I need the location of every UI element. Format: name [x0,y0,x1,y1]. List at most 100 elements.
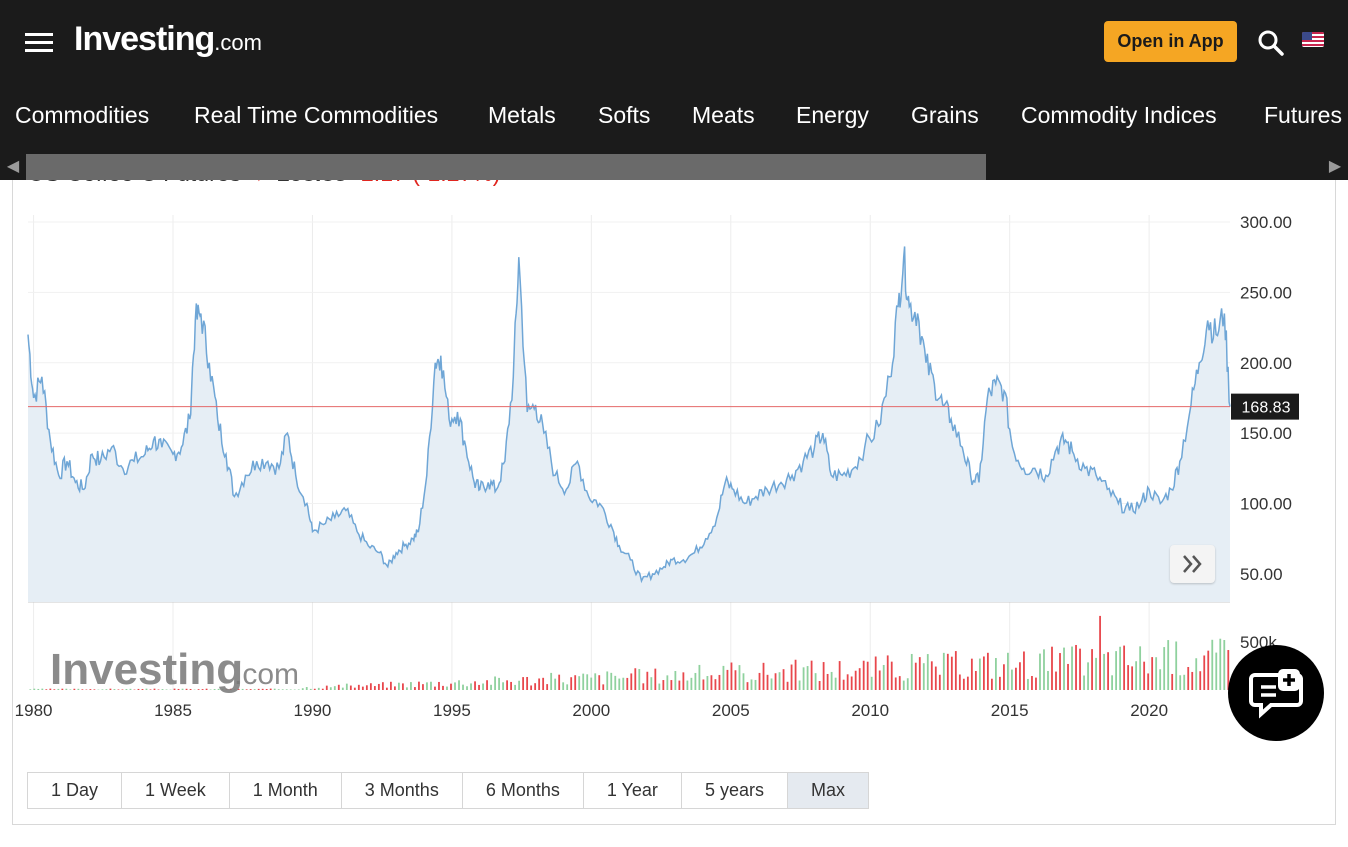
volume-bar [177,688,180,690]
volume-bar [285,689,288,690]
volume-bar [1111,675,1113,690]
volume-bar [766,674,769,690]
expand-icon[interactable] [1170,545,1215,583]
volume-bar [37,688,40,690]
y-tick-label: 100.00 [1240,494,1292,513]
volume-bar [1051,646,1053,690]
volume-bar [418,681,420,690]
x-tick-label: 1990 [294,701,332,720]
scroll-thumb[interactable] [26,154,986,180]
nav-commodity-indices[interactable]: Commodity Indices [1021,102,1217,128]
volume-bar [582,673,585,690]
volume-bar [1211,639,1214,690]
volume-bar [245,689,248,690]
range-1-week[interactable]: 1 Week [121,772,230,809]
volume-bar [109,688,112,690]
volume-bar [710,675,713,690]
volume-bar [153,688,156,690]
volume-bar [786,681,789,690]
volume-bar [690,677,693,690]
site-logo[interactable]: Investing.com [74,20,262,58]
volume-bar [53,689,56,690]
volume-bar [209,689,212,690]
volume-bar [954,651,957,690]
volume-bar [630,673,633,690]
nav-futures[interactable]: Futures [1264,102,1342,128]
search-icon[interactable] [1256,28,1286,58]
volume-bar [818,681,821,690]
volume-bar [654,668,657,690]
volume-bar [1171,673,1174,690]
scroll-left-icon[interactable]: ◀ [6,158,20,175]
volume-bar [734,670,737,690]
volume-bar [1215,652,1218,690]
volume-bar [365,685,368,690]
y-tick-label: 150.00 [1240,424,1292,443]
volume-bar [1023,651,1025,690]
nav-grains[interactable]: Grains [911,102,979,128]
price-line [27,246,1231,584]
volume-bar [514,684,517,690]
volume-bar [842,679,845,690]
volume-bar [1199,671,1202,690]
volume-bar [626,677,629,690]
volume-bar [1187,666,1190,690]
volume-bar [113,689,116,690]
volume-bar [714,679,717,690]
volume-bar [1179,675,1182,690]
nav-commodities[interactable]: Commodities [15,102,150,128]
range-5-years[interactable]: 5 years [680,772,788,809]
range-1-year[interactable]: 1 Year [582,772,682,809]
range-3-months[interactable]: 3 Months [340,772,463,809]
x-tick-label: 2015 [991,701,1029,720]
scroll-right-icon[interactable]: ▶ [1328,158,1342,175]
volume-bar [506,680,508,690]
price-area [28,246,1230,602]
volume-bar [422,684,424,690]
volume-bar [325,685,328,690]
range-1-month[interactable]: 1 Month [228,772,342,809]
nav-meats[interactable]: Meats [692,102,755,128]
volume-bar [950,656,953,690]
volume-bar [337,684,340,690]
volume-bar [1223,640,1226,690]
price-chart[interactable]: 168.83 300.00 250.00 200.00 150.00 100.00 50.0… [0,0,1348,760]
range-6-months[interactable]: 6 Months [461,772,584,809]
range-1-day[interactable]: 1 Day [27,772,123,809]
nav-metals[interactable]: Metals [488,102,556,128]
volume-bar [490,684,492,690]
current-price-label: 168.83 [1242,400,1291,417]
volume-bar [530,685,533,690]
volume-bar [738,665,741,690]
volume-bar [914,662,917,690]
x-tick-label: 2000 [572,701,610,720]
nav-energy[interactable]: Energy [796,102,869,128]
volume-bar [978,658,981,690]
volume-bar [854,670,857,690]
volume-bar [402,683,404,690]
volume-bar [1167,640,1170,690]
volume-bar [1083,675,1085,690]
volume-bar [999,676,1001,690]
volume-bar [498,677,500,690]
volume-bar [301,688,304,690]
nav-scrollbar[interactable]: ◀ ▶ [0,154,1348,180]
volume-bar [197,689,200,690]
volume-bar [281,689,284,690]
menu-icon[interactable] [25,33,53,53]
volume-bar [938,674,941,690]
open-in-app-button[interactable]: Open in App [1104,21,1237,62]
range-max[interactable]: Max [786,772,869,809]
nav-real-time-commodities[interactable]: Real Time Commodities [194,102,439,128]
volume-bar [702,679,705,690]
volume-bar [1103,653,1105,690]
us-flag-icon[interactable] [1302,32,1324,47]
volume-bar [65,688,68,690]
volume-bar [1227,650,1230,690]
volume-bar [450,683,452,690]
y-tick-label: 200.00 [1240,354,1292,373]
instrument-change: -2.17 [353,180,405,186]
nav-softs[interactable]: Softs [598,102,651,128]
volume-bar [730,662,733,690]
feedback-chat-button[interactable] [1228,645,1324,741]
